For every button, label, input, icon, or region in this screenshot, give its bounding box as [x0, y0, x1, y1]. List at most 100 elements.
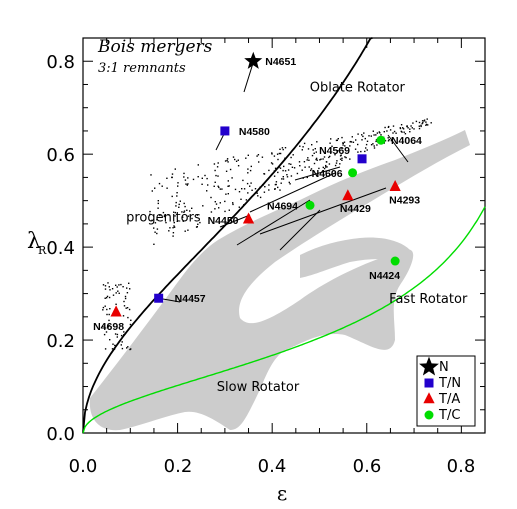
scatter-dot	[259, 196, 262, 199]
scatter-dot	[274, 167, 277, 169]
scatter-dot	[171, 195, 173, 198]
scatter-dot	[415, 120, 418, 123]
scatter-dot	[264, 186, 266, 188]
scatter-dot	[303, 142, 306, 145]
legend-marker	[424, 410, 434, 420]
scatter-dot	[388, 139, 390, 141]
scatter-dot	[224, 210, 226, 213]
scatter-dot	[103, 333, 106, 336]
scatter-dot	[185, 183, 187, 185]
y-tick-label: 0.4	[46, 238, 75, 259]
scatter-dot	[395, 132, 397, 134]
scatter-dot	[128, 308, 131, 311]
scatter-dot	[175, 205, 177, 207]
scatter-dot	[273, 175, 276, 177]
scatter-dot	[187, 183, 189, 185]
scatter-dot	[326, 166, 328, 168]
scatter-dot	[387, 126, 390, 128]
scatter-dot	[320, 158, 322, 160]
x-tick-label: 0.6	[353, 456, 382, 477]
galaxy-label: N4698	[93, 321, 124, 333]
scatter-dot	[401, 131, 403, 133]
scatter-dot	[111, 288, 114, 290]
scatter-dot	[250, 182, 252, 184]
scatter-dot	[175, 201, 177, 204]
scatter-dot	[165, 221, 167, 224]
scatter-dot	[106, 308, 108, 311]
scatter-dot	[210, 196, 212, 199]
scatter-dot	[412, 122, 414, 124]
scatter-dot	[329, 142, 331, 144]
scatter-dot	[342, 144, 344, 146]
scatter-dot	[238, 191, 241, 193]
scatter-dot	[122, 286, 124, 288]
scatter-dot	[197, 164, 199, 166]
scatter-dot	[176, 192, 178, 194]
scatter-dot	[370, 135, 372, 137]
scatter-dot	[286, 176, 289, 178]
scatter-dot	[157, 200, 159, 202]
scatter-dot	[365, 147, 367, 149]
scatter-dot	[366, 140, 369, 142]
scatter-dot	[120, 283, 122, 286]
scatter-dot	[291, 166, 294, 168]
scatter-dot	[313, 152, 315, 154]
scatter-dot	[400, 124, 403, 126]
scatter-dot	[218, 186, 220, 189]
galaxy-label: N4606	[312, 168, 343, 180]
marker-square	[154, 293, 164, 303]
scatter-dot	[322, 166, 324, 169]
scatter-dot	[302, 146, 304, 148]
scatter-dot	[183, 202, 185, 205]
scatter-dot	[389, 129, 392, 131]
scatter-dot	[323, 156, 326, 158]
scatter-dot	[115, 303, 117, 305]
scatter-dot	[122, 315, 125, 317]
scatter-dot	[392, 132, 394, 134]
scatter-dot	[279, 148, 281, 150]
scatter-dot	[383, 131, 385, 133]
marker-star	[244, 51, 263, 69]
scatter-dot	[216, 166, 219, 168]
scatter-dot	[104, 288, 107, 290]
scatter-dot	[345, 156, 347, 159]
scatter-dot	[306, 159, 308, 161]
scatter-dot	[105, 297, 108, 299]
scatter-dot	[407, 127, 409, 129]
scatter-dot	[301, 169, 303, 171]
scatter-dot	[281, 178, 283, 180]
scatter-dot	[197, 176, 199, 178]
scatter-dot	[411, 127, 413, 129]
scatter-dot	[157, 207, 159, 209]
scatter-dot	[290, 175, 293, 177]
scatter-dot	[299, 145, 301, 147]
scatter-dot	[172, 232, 175, 234]
scatter-dot	[328, 156, 330, 159]
scatter-dot	[226, 158, 229, 160]
scatter-dot	[258, 161, 260, 163]
scatter-dot	[361, 134, 363, 136]
scatter-dot	[224, 160, 227, 162]
scatter-dot	[307, 148, 310, 150]
marker-triangle	[110, 305, 122, 317]
scatter-dot	[357, 151, 359, 153]
scatter-dot	[403, 131, 405, 133]
x-axis-label: ε	[277, 481, 287, 505]
scatter-dot	[387, 140, 390, 142]
scatter-dot	[268, 189, 270, 191]
scatter-dot	[328, 163, 331, 165]
scatter-dot	[213, 185, 215, 187]
scatter-dot	[107, 282, 109, 284]
scatter-dot	[365, 143, 368, 146]
scatter-dot	[280, 182, 282, 184]
scatter-dot	[337, 138, 339, 140]
y-axis-label: λ R	[27, 229, 47, 257]
legend-marker	[419, 356, 439, 376]
scatter-dot	[116, 336, 118, 338]
scatter-dot	[341, 157, 343, 159]
scatter-dot	[245, 199, 248, 201]
scatter-dot	[124, 297, 127, 300]
scatter-dot	[173, 225, 175, 227]
scatter-dot	[176, 213, 178, 215]
region-label: Slow Rotator	[217, 380, 300, 395]
